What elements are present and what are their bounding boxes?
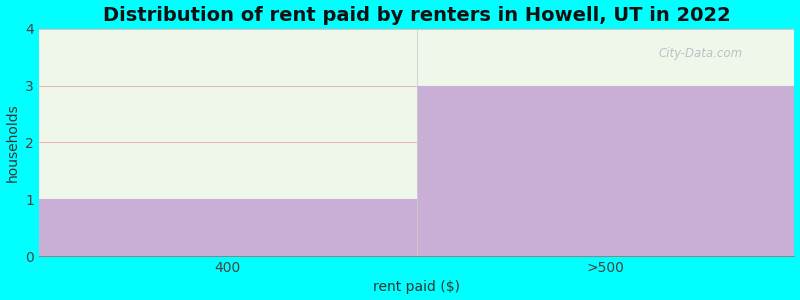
Text: City-Data.com: City-Data.com [658, 47, 742, 60]
Bar [417, 86, 794, 256]
Title: Distribution of rent paid by renters in Howell, UT in 2022: Distribution of rent paid by renters in … [102, 6, 730, 25]
Bar [39, 199, 417, 256]
Y-axis label: households: households [6, 103, 19, 182]
Bar [417, 29, 794, 86]
X-axis label: rent paid ($): rent paid ($) [373, 280, 460, 294]
Bar [39, 29, 417, 199]
